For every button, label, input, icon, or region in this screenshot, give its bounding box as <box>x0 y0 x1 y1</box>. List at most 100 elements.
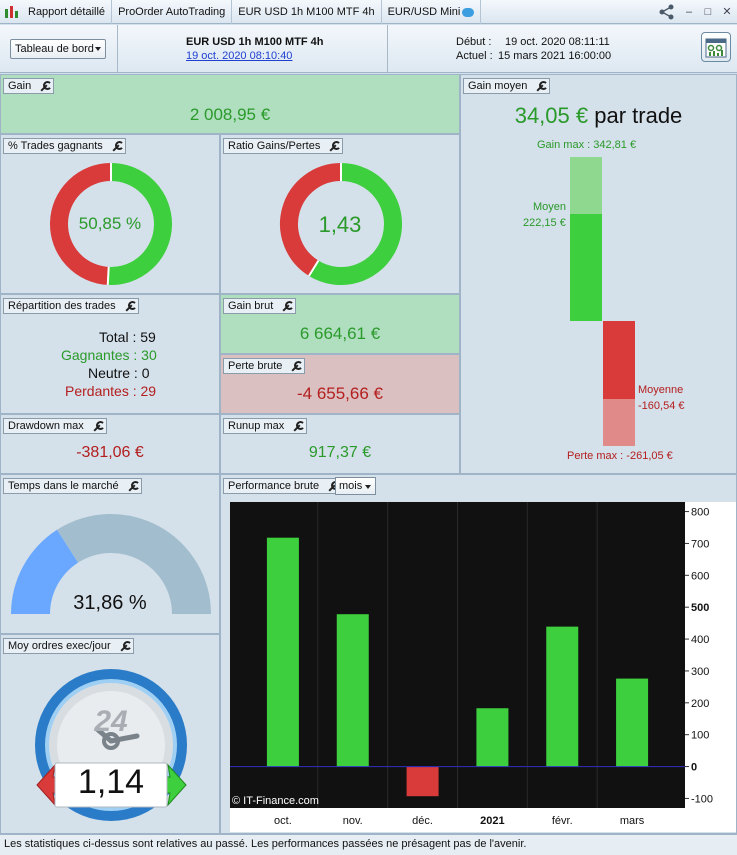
loss-segment <box>50 163 112 285</box>
moyen-value: 222,15 € <box>523 217 566 229</box>
panel-title: Temps dans le marché <box>8 480 119 492</box>
close-icon[interactable]: ✕ <box>722 6 732 18</box>
y-tick-label: 800 <box>691 507 709 519</box>
wrench-icon[interactable] <box>290 361 304 371</box>
gain-moyen-suffix: par trade <box>594 103 683 128</box>
gauge-track <box>57 514 212 614</box>
divider <box>387 25 388 73</box>
wrench-icon[interactable] <box>281 301 295 311</box>
actuel-value: 15 mars 2021 16:00:00 <box>498 50 612 62</box>
moyen-bar <box>570 214 602 321</box>
gain-panel: Gain 2 008,95 € <box>0 74 460 134</box>
wrench-icon[interactable] <box>39 81 53 91</box>
ordres-value: 1,14 <box>77 763 145 801</box>
gauge-fill <box>11 529 79 614</box>
ratio-donut <box>280 163 402 285</box>
share-icon[interactable] <box>658 4 676 20</box>
perte-brute-panel: Perte brute -4 655,66 € <box>220 354 460 414</box>
trades-gagnants-panel: % Trades gagnants 50,85 % <box>0 134 220 294</box>
bar-mars <box>616 678 649 767</box>
panel-title: % Trades gagnants <box>8 140 103 152</box>
y-axis-area <box>685 502 736 832</box>
wrench-icon[interactable] <box>92 421 105 431</box>
report-header: Tableau de bord EUR USD 1h M100 MTF 4h 1… <box>0 25 737 73</box>
runup-panel: Runup max 917,37 € <box>220 414 460 474</box>
bar-fvr <box>546 626 579 767</box>
wrench-icon[interactable] <box>328 141 342 151</box>
gain-label[interactable]: Gain <box>3 78 55 94</box>
repartition-panel: Répartition des trades Total : 59 Gagnan… <box>0 294 220 414</box>
runup-label[interactable]: Runup max <box>223 418 308 434</box>
period-select-value: mois <box>339 480 363 492</box>
gain-moyen-label[interactable]: Gain moyen <box>463 78 551 94</box>
dashboard-select[interactable]: Tableau de bord <box>10 39 106 59</box>
tab-instrument[interactable]: EUR/USD Mini <box>382 0 482 24</box>
chevron-down-icon <box>365 485 371 489</box>
panel-title: Gain brut <box>228 300 274 312</box>
panel-title: Performance brute <box>228 480 320 492</box>
strategy-title: EUR USD 1h M100 MTF 4h <box>186 36 324 48</box>
panel-title: Ratio Gains/Pertes <box>228 140 321 152</box>
tab-strategy[interactable]: EUR USD 1h M100 MTF 4h <box>232 0 382 24</box>
gain-moyen-panel: Gain moyen 34,05 € par trade Gain max : … <box>460 74 737 474</box>
debut-value: 19 oct. 2020 08:11:11 <box>505 36 610 48</box>
y-tick-label: 100 <box>691 730 709 742</box>
maximize-icon[interactable]: □ <box>704 6 712 18</box>
tab-label: ProOrder AutoTrading <box>118 5 226 18</box>
trades-gagnants-label[interactable]: % Trades gagnants <box>3 138 126 154</box>
perte-brute-label[interactable]: Perte brute <box>223 358 306 374</box>
moyenne-bar <box>603 321 635 399</box>
win-segment <box>309 163 402 285</box>
panel-title: Runup max <box>228 420 285 432</box>
moyen-label: Moyen <box>533 201 567 213</box>
panel-title: Drawdown max <box>8 420 84 432</box>
gain-moyen-value: 34,05 € <box>514 103 589 128</box>
strategy-date-link[interactable]: 19 oct. 2020 08:10:40 <box>186 50 293 62</box>
watermark: © IT-Finance.com <box>232 795 319 807</box>
debut-label: Début : <box>456 36 492 48</box>
gain-brut-label[interactable]: Gain brut <box>223 298 297 314</box>
y-tick-label: 300 <box>691 666 709 678</box>
performance-label[interactable]: Performance brute <box>223 478 343 494</box>
tab-label: EUR USD 1h M100 MTF 4h <box>238 5 375 18</box>
panel-title: Moy ordres exec/jour <box>8 640 111 652</box>
y-tick-label: 0 <box>691 762 697 774</box>
win-segment <box>107 163 172 285</box>
report-icon[interactable] <box>701 32 731 62</box>
temps-marche-label[interactable]: Temps dans le marché <box>3 478 142 494</box>
panel-title: Répartition des trades <box>8 300 116 312</box>
tab-rapport-detaille[interactable]: Rapport détaillé <box>0 0 113 24</box>
temps-marche-panel: Temps dans le marché 31,86 % <box>0 474 220 634</box>
y-tick-label: 600 <box>691 570 709 582</box>
drawdown-label[interactable]: Drawdown max <box>3 418 107 434</box>
drawdown-panel: Drawdown max -381,06 € <box>0 414 220 474</box>
gain-max-text: Gain max : 342,81 € <box>537 139 637 151</box>
candlestick-icon <box>4 5 20 19</box>
x-tick-label: déc. <box>412 815 433 827</box>
wrench-icon[interactable] <box>535 81 549 91</box>
x-tick-label: févr. <box>552 815 573 827</box>
period-select[interactable]: mois <box>335 477 376 495</box>
ratio-label[interactable]: Ratio Gains/Pertes <box>223 138 344 154</box>
repartition-label[interactable]: Répartition des trades <box>3 298 139 314</box>
wrench-icon[interactable] <box>111 141 124 151</box>
temps-marche-value: 31,86 % <box>73 592 147 614</box>
segment-divider <box>308 260 320 277</box>
wrench-icon[interactable] <box>127 481 140 491</box>
minimize-icon[interactable]: – <box>685 6 693 18</box>
trades-gagnants-value: 50,85 % <box>78 214 142 233</box>
chat-bubble-icon <box>462 8 475 17</box>
chevron-down-icon <box>95 47 101 51</box>
panel-title: Perte brute <box>228 360 283 372</box>
bar-oct <box>266 537 299 767</box>
dashboard-select-value: Tableau de bord <box>15 43 94 55</box>
wrench-icon[interactable] <box>119 641 132 651</box>
neutre-trades: Neutre : 0 <box>88 365 150 381</box>
wrench-icon[interactable] <box>292 421 306 431</box>
wrench-icon[interactable] <box>124 301 137 311</box>
tab-proorder-autotrading[interactable]: ProOrder AutoTrading <box>112 0 233 24</box>
panel-title: Gain <box>8 80 32 92</box>
bar-nov <box>336 614 369 767</box>
performance-panel: Performance brute mois oct. nov. déc. 2021 f… <box>220 474 737 834</box>
ordres-label[interactable]: Moy ordres exec/jour <box>3 638 134 654</box>
